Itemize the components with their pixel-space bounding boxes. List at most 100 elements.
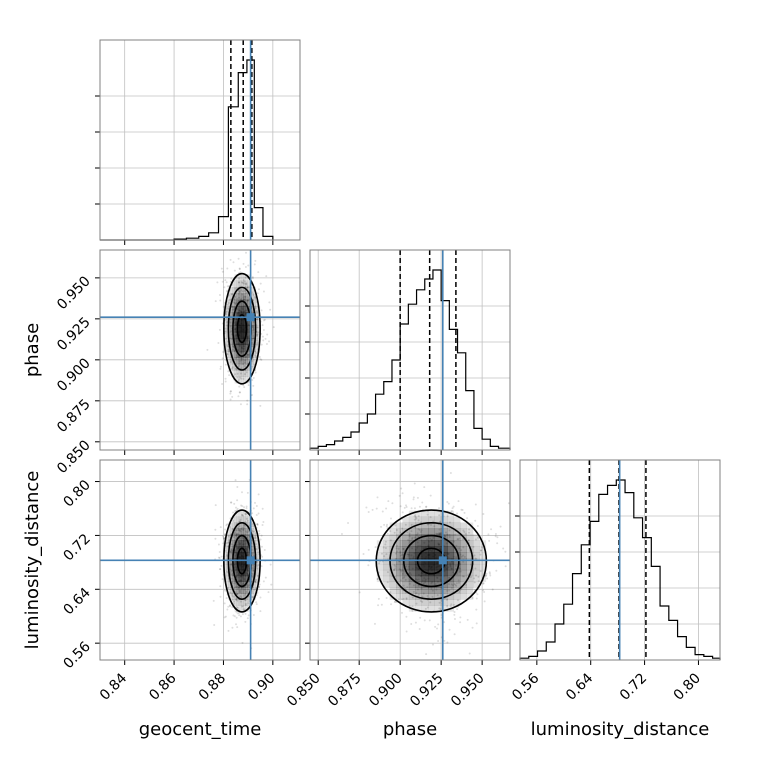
sample-point [408,582,411,585]
sample-point [244,612,247,615]
sample-point [235,616,238,619]
sample-point [451,584,454,587]
density-bin [240,344,244,352]
sample-point [261,324,264,327]
sample-point [221,280,224,283]
sample-point [245,355,248,358]
sample-point [233,349,236,352]
sample-point [436,594,439,597]
density-bin [440,546,448,553]
sample-point [225,281,228,284]
sample-point [258,356,261,359]
density-bin [383,563,390,571]
density-bin [232,363,235,371]
density-bin [240,325,244,333]
density-bin [230,363,233,371]
sample-point [448,628,451,631]
density-bin [226,569,229,577]
sample-point [464,532,467,535]
density-bin [255,558,259,565]
density-bin [224,331,227,339]
sample-point [419,616,422,619]
density-bin [226,351,229,358]
sample-point [397,598,400,601]
density-bin [421,540,429,547]
sample-point [462,538,465,541]
sample-point [226,310,229,313]
sample-point [480,549,483,552]
density-bin [251,593,254,600]
density-bin [230,325,233,333]
sample-point [413,515,416,518]
sample-point [431,595,434,598]
sample-point [254,532,257,535]
density-bin [447,516,455,523]
sample-point [425,505,428,508]
density-bin [245,293,248,301]
sample-point [429,601,432,604]
sample-point [420,521,423,524]
density-bin [247,563,250,571]
density-bin [240,357,244,365]
density-bin [415,516,422,523]
density-bin [389,575,397,583]
sample-point [226,290,229,293]
sample-point [230,593,233,596]
density-bin [245,587,248,594]
sample-point [257,493,260,496]
sample-point [227,535,230,538]
sample-point [477,575,480,578]
sample-point [236,485,239,488]
sample-point [401,527,404,530]
sample-point [260,565,263,568]
sample-point [246,531,249,534]
density-bin [228,552,231,559]
sample-point [251,523,254,526]
density-bin [389,528,397,535]
density-bin [251,319,254,326]
density-bin [434,587,442,594]
density-bin [396,558,403,565]
sample-point [224,279,227,282]
density-bin [230,546,233,553]
density-bin [228,357,231,365]
sample-point [471,626,474,629]
density-bin [402,540,410,547]
sample-point [378,562,381,565]
sample-point [252,327,255,330]
sample-point [232,348,235,351]
sample-point [229,526,232,529]
sample-point [236,298,239,301]
sample-point [402,570,405,573]
sample-point [457,581,460,584]
sample-point [458,590,461,593]
sample-point [251,365,254,368]
density-bin [236,510,240,517]
sample-point [243,386,246,389]
sample-point [225,524,228,527]
sample-point [245,530,248,533]
sample-point [236,354,239,357]
sample-point [435,588,438,591]
density-bin [243,575,246,583]
density-bin [247,587,250,594]
density-bin [251,306,254,313]
sample-point [340,533,343,536]
sample-point [456,608,459,611]
sample-point [463,511,466,514]
sample-point [224,312,227,315]
density-bin [228,534,231,541]
sample-point [256,522,259,525]
sample-point [448,576,451,579]
density-bin [243,516,246,523]
sample-point [246,299,249,302]
sample-point [244,276,247,279]
density-bin [428,522,435,529]
sample-point [462,575,465,578]
sample-point [490,528,493,531]
sample-point [472,545,475,548]
density-bin [408,546,416,553]
sample-point [467,539,470,542]
sample-point [224,330,227,333]
x-tick-label: 0.925 [407,670,447,710]
